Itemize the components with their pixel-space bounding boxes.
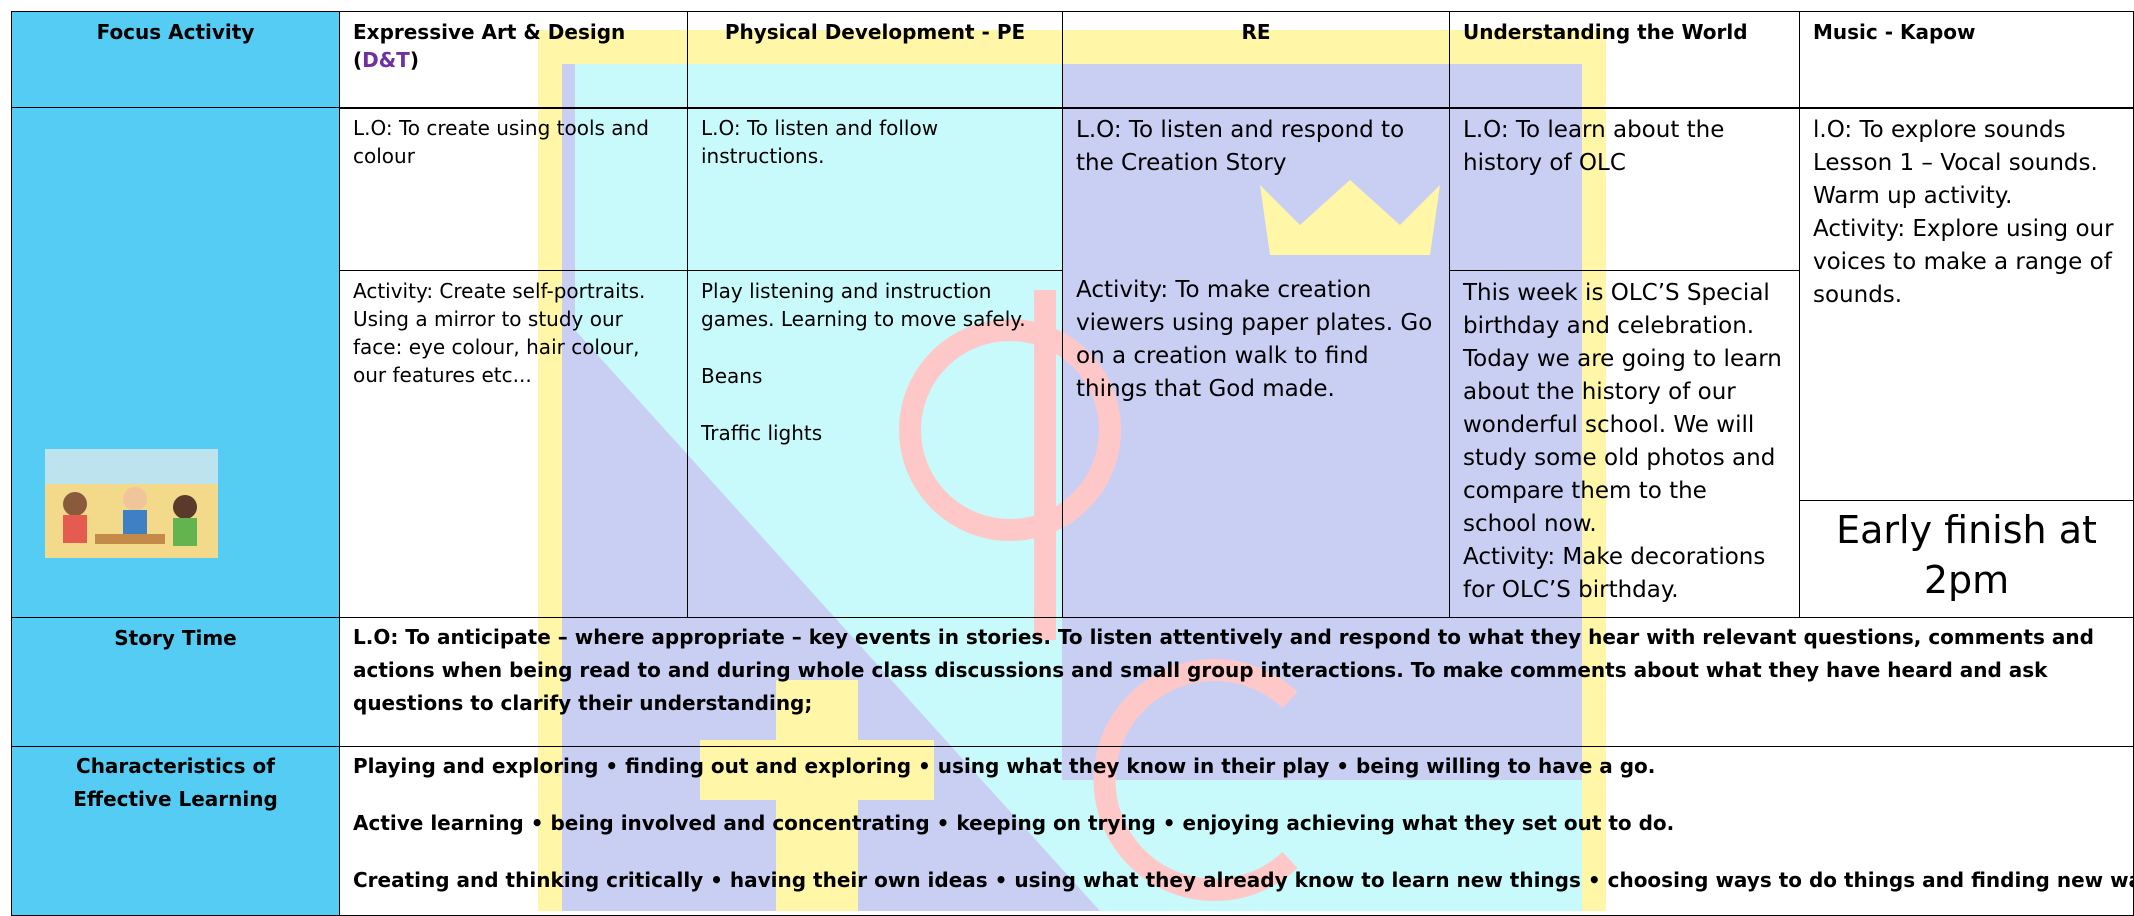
text: Activity: Make decorations for OLC’S bir… xyxy=(1463,544,1766,603)
shield-panel xyxy=(575,270,1582,911)
tag: D&T xyxy=(362,48,410,72)
cell: L.O: To learn about the history of OLC xyxy=(1449,107,1800,271)
letter xyxy=(1093,659,1298,901)
header-text: Focus Activity xyxy=(96,20,255,44)
text: Play listening and instruction games. Le… xyxy=(701,279,1026,331)
text: l.O: To explore sounds xyxy=(1813,117,2066,143)
text: L.O: To listen and follow instructions. xyxy=(701,116,939,168)
cross xyxy=(700,740,934,800)
header-cell: Expressive Art & Design (D&T) xyxy=(339,11,688,109)
cell: l.O: To explore sounds Lesson 1 – Vocal s… xyxy=(1799,107,2134,501)
cell: Play listening and instruction games. Le… xyxy=(687,270,1063,618)
row-label: Story Time xyxy=(114,626,237,650)
note: Early finish at 2pm xyxy=(1836,508,2097,602)
header-cell: Physical Development - PE xyxy=(687,11,1063,109)
text: Creating and thinking critically • havin… xyxy=(353,868,2134,892)
cell: This week is OLC’S Special birthday and … xyxy=(1449,270,1800,618)
row-label: Characteristics of Effective Learning xyxy=(73,754,278,811)
text: L.O: To anticipate – where appropriate –… xyxy=(353,625,2094,715)
header-text: RE xyxy=(1241,20,1271,44)
header-cell: RE xyxy=(1062,11,1450,109)
cell: L.O: To anticipate – where appropriate –… xyxy=(339,617,2134,747)
header-cell: Music - Kapow xyxy=(1799,11,2134,109)
crown xyxy=(1260,180,1440,255)
text: Activity: Create self-portraits. Using a… xyxy=(353,279,646,387)
header-text: Understanding the World xyxy=(1463,20,1748,44)
text: Playing and exploring • finding out and … xyxy=(353,754,1656,778)
classroom-picture xyxy=(45,449,218,558)
header-text: Music - Kapow xyxy=(1813,20,1976,44)
text: Warm up activity. xyxy=(1813,183,2013,209)
text: Activity: To make creation viewers using… xyxy=(1076,277,1433,402)
text: L.O: To listen and respond to the Creati… xyxy=(1076,117,1405,176)
cell: Playing and exploring • finding out and … xyxy=(339,746,2134,916)
shield-panel xyxy=(575,64,1062,270)
letter xyxy=(899,319,1121,541)
header-text: Expressive Art & Design xyxy=(353,20,626,44)
header-cell: Focus Activity xyxy=(11,11,340,109)
text: Active learning • being involved and con… xyxy=(353,811,1675,835)
label-cell: Characteristics of Effective Learning xyxy=(11,746,340,916)
text: Traffic lights xyxy=(701,421,823,445)
text: Beans xyxy=(701,364,763,388)
focus-cell xyxy=(11,107,340,618)
header-cell: Understanding the World xyxy=(1449,11,1800,109)
cell: L.O: To listen and follow instructions. xyxy=(687,107,1063,271)
text: Activity: Explore using our voices to ma… xyxy=(1813,216,2114,308)
label-cell: Story Time xyxy=(11,617,340,747)
cell: Activity: Create self-portraits. Using a… xyxy=(339,270,688,618)
text: L.O: To learn about the history of OLC xyxy=(1463,117,1725,176)
paren: ) xyxy=(409,48,419,72)
text: This week is OLC’S Special birthday and … xyxy=(1463,280,1782,537)
text: Lesson 1 – Vocal sounds. xyxy=(1813,150,2098,176)
text: L.O: To create using tools and colour xyxy=(353,116,649,168)
header-text: Physical Development - PE xyxy=(724,20,1026,44)
cell: Early finish at 2pm xyxy=(1799,500,2134,618)
cell: L.O: To listen and respond to the Creati… xyxy=(1062,107,1450,618)
cell: L.O: To create using tools and colour xyxy=(339,107,688,271)
paren: ( xyxy=(353,48,363,72)
